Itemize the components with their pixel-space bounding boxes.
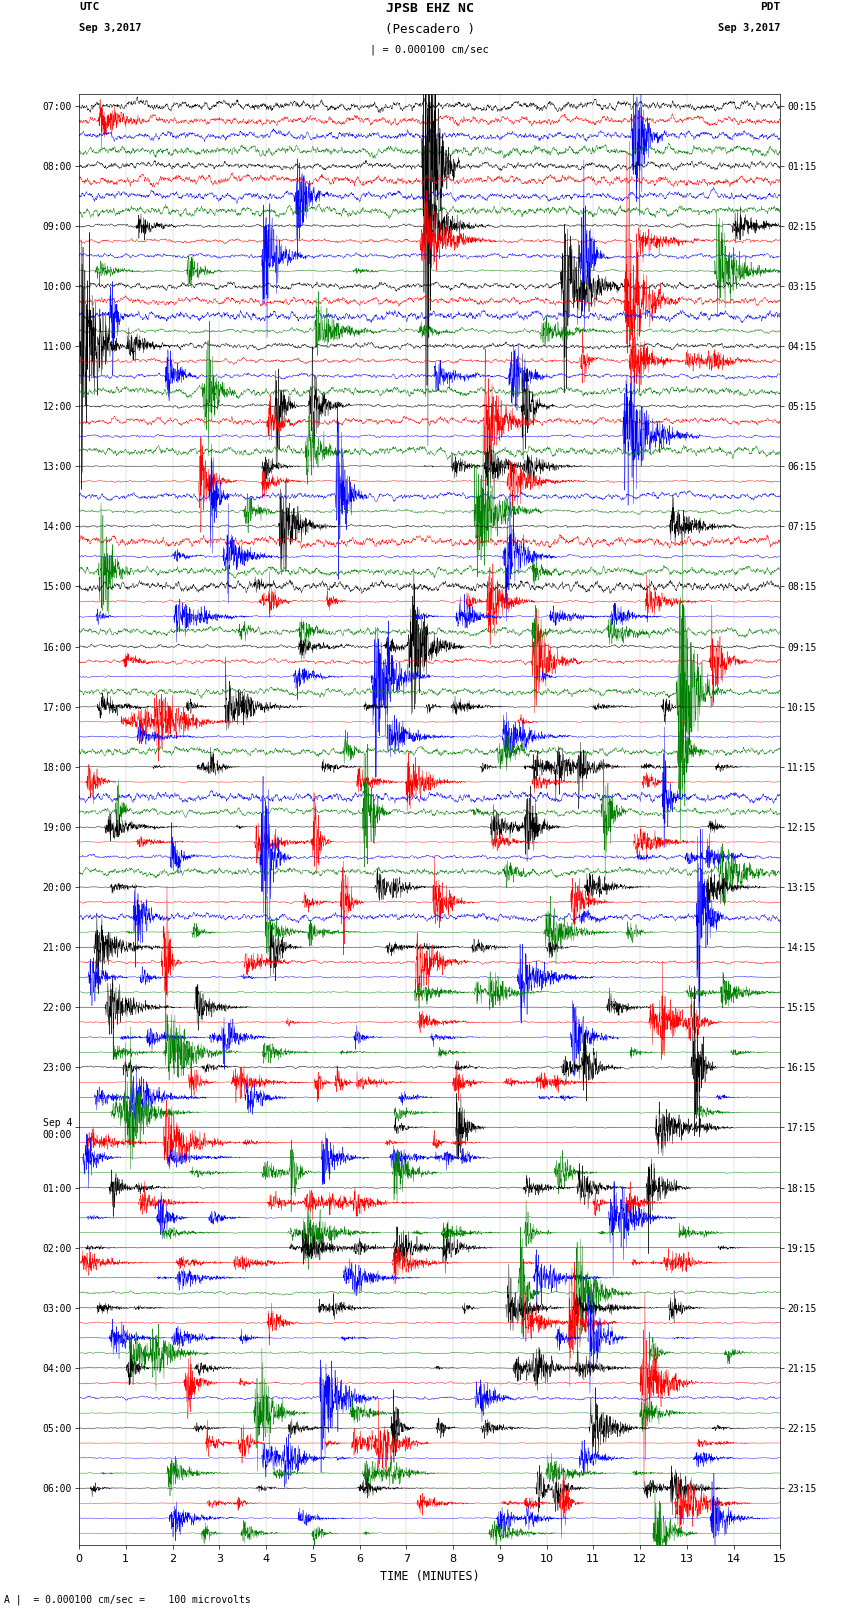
Text: Sep 3,2017: Sep 3,2017 [717,24,780,34]
Text: UTC: UTC [79,3,99,13]
Text: A |  = 0.000100 cm/sec =    100 microvolts: A | = 0.000100 cm/sec = 100 microvolts [4,1594,251,1605]
X-axis label: TIME (MINUTES): TIME (MINUTES) [380,1569,479,1582]
Text: Sep 3,2017: Sep 3,2017 [79,24,142,34]
Text: | = 0.000100 cm/sec: | = 0.000100 cm/sec [371,44,489,55]
Text: (Pescadero ): (Pescadero ) [385,24,474,37]
Text: PDT: PDT [760,3,780,13]
Text: JPSB EHZ NC: JPSB EHZ NC [386,3,473,16]
